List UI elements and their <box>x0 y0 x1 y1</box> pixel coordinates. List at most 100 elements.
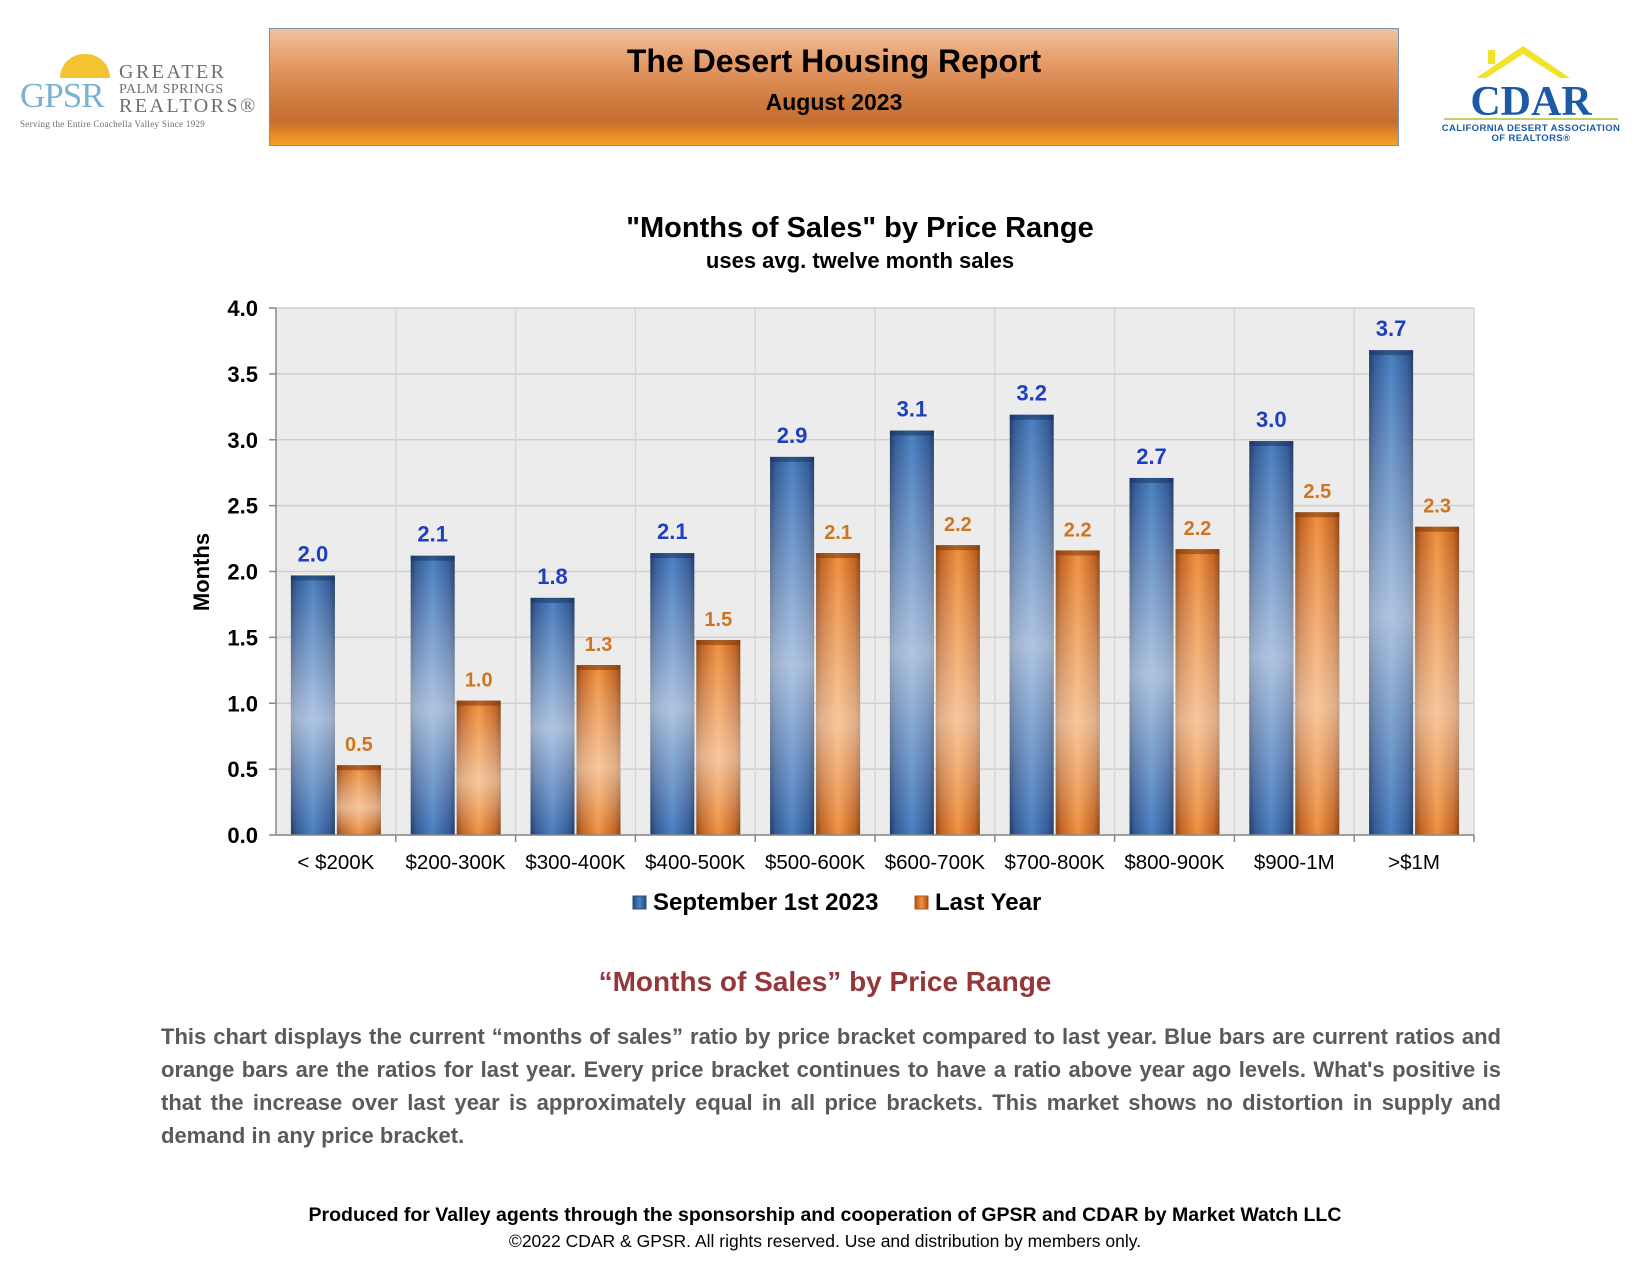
gpsr-line2: PALM SPRINGS <box>119 82 224 97</box>
footer-credit: Produced for Valley agents through the s… <box>308 1204 1342 1226</box>
bar-last-year-highlight <box>1295 512 1340 835</box>
cdar-divider <box>1444 118 1618 120</box>
data-label-current: 2.9 <box>777 423 808 448</box>
bar-current-highlight <box>1249 441 1294 835</box>
data-label-current: 3.0 <box>1256 407 1287 432</box>
y-tick-label: 2.5 <box>227 494 258 519</box>
bar-current-cap <box>770 456 815 462</box>
gpsr-logo: GPSR GREATER PALM SPRINGS REALTORS® Serv… <box>14 52 255 132</box>
legend-swatch-current <box>632 895 647 910</box>
cdar-roof-icon <box>1476 46 1570 78</box>
bar-last-year-highlight <box>935 545 980 835</box>
bar-last-year-highlight <box>696 640 741 835</box>
bar-last-year-highlight <box>456 700 501 835</box>
months-of-sales-chart: 2.0 0.5 2.1 1.0 1.8 1.3 2.1 1.5 2.9 2.1 3.1 2.2 3.2 2… <box>189 296 1475 916</box>
bar-last-year-cap <box>1415 526 1460 532</box>
bar-current-cap <box>1249 441 1294 447</box>
data-label-current: 1.8 <box>537 564 568 589</box>
y-tick-label: 2.0 <box>227 560 258 585</box>
x-tick-label: $600-700K <box>885 851 986 874</box>
report-banner: The Desert Housing Report August 2023 <box>269 28 1399 146</box>
bar-current-cap <box>1369 350 1414 356</box>
data-label-current: 2.0 <box>298 541 329 566</box>
bar-current-cap <box>530 597 575 603</box>
footer-copyright: ©2022 CDAR & GPSR. All rights reserved. … <box>508 1231 1142 1251</box>
data-label-current: 2.7 <box>1136 444 1167 469</box>
bar-last-year-cap <box>696 640 741 646</box>
report-title: The Desert Housing Report <box>626 43 1042 79</box>
data-label-current: 2.1 <box>417 522 448 547</box>
cdar-line2: OF REALTORS® <box>1491 133 1571 144</box>
gpsr-tagline: Serving the Entire Coachella Valley Sinc… <box>20 119 206 129</box>
x-tick-label: $200-300K <box>406 851 507 874</box>
x-tick-label: $800-900K <box>1124 851 1225 874</box>
bar-current-highlight <box>290 575 335 835</box>
data-label-last-year: 2.1 <box>824 522 852 544</box>
data-label-last-year: 2.2 <box>1064 519 1092 541</box>
bar-last-year-highlight <box>1415 526 1460 835</box>
data-label-last-year: 0.5 <box>345 734 373 756</box>
bar-last-year-cap <box>1295 512 1340 518</box>
bar-last-year-cap <box>576 665 621 671</box>
bar-current-highlight <box>650 553 695 835</box>
bar-last-year-cap <box>816 553 861 559</box>
data-label-last-year: 1.5 <box>704 609 732 631</box>
bar-last-year-highlight <box>1055 550 1100 835</box>
x-tick-label: $300-400K <box>525 851 626 874</box>
bar-current-highlight <box>770 456 815 835</box>
cdar-logo: CDAR CALIFORNIA DESERT ASSOCIATION OF RE… <box>1436 38 1626 148</box>
gpsr-wordmark: GREATER PALM SPRINGS REALTORS® <box>119 62 258 116</box>
y-axis-label: Months <box>189 533 214 611</box>
bar-current-highlight <box>1129 477 1174 835</box>
y-tick-label: 1.5 <box>227 625 258 650</box>
description-heading: “Months of Sales” by Price Range <box>598 966 1052 997</box>
data-label-last-year: 2.5 <box>1303 481 1331 503</box>
data-label-last-year: 2.2 <box>944 514 972 536</box>
bar-current-cap <box>650 553 695 559</box>
description-body: This chart displays the current “months … <box>161 1024 1501 1148</box>
gpsr-mark: GPSR <box>20 76 105 115</box>
legend-swatch-last-year <box>914 895 929 910</box>
bar-current-highlight <box>1369 350 1414 835</box>
report-date: August 2023 <box>765 89 903 115</box>
chart-subtitle: uses avg. twelve month sales <box>705 248 1015 273</box>
y-tick-label: 3.5 <box>227 362 258 387</box>
x-tick-label: $900-1M <box>1254 851 1335 874</box>
x-tick-label: < $200K <box>297 851 374 874</box>
bar-last-year-cap <box>1175 549 1220 555</box>
bar-group <box>290 350 1460 835</box>
data-label-current: 3.1 <box>897 397 928 422</box>
bar-current-highlight <box>410 555 455 835</box>
bar-current-cap <box>1009 414 1054 420</box>
x-tick-label: $400-500K <box>645 851 746 874</box>
bar-current-highlight <box>889 430 934 835</box>
axes: 0.0 0.5 1.0 1.5 2.0 2.5 3.0 3.5 4.0 < $200K $200-3… <box>227 296 1475 874</box>
bar-last-year-highlight <box>576 665 621 835</box>
bar-current-cap <box>410 555 455 561</box>
x-tick-label: $500-600K <box>765 851 866 874</box>
data-label-current: 3.7 <box>1376 316 1407 341</box>
data-label-current: 3.2 <box>1016 381 1047 406</box>
bar-current-cap <box>290 575 335 581</box>
data-label-last-year: 1.0 <box>465 670 493 692</box>
bar-last-year-cap <box>456 700 501 706</box>
bar-last-year-cap <box>935 545 980 551</box>
y-tick-label: 1.0 <box>227 691 258 716</box>
data-label-current: 2.1 <box>657 519 688 544</box>
x-tick-label: >$1M <box>1388 851 1440 874</box>
bar-current-cap <box>1129 477 1174 483</box>
bar-current-cap <box>889 430 934 436</box>
y-tick-label: 0.0 <box>227 823 258 848</box>
bar-last-year-cap <box>336 765 381 771</box>
y-tick-label: 3.0 <box>227 428 258 453</box>
x-tick-label: $700-800K <box>1005 851 1106 874</box>
y-tick-label: 0.5 <box>227 757 258 782</box>
legend-label-current: September 1st 2023 <box>653 889 878 916</box>
chart-title: "Months of Sales" by Price Range <box>626 212 1094 244</box>
legend-label-last-year: Last Year <box>935 889 1041 916</box>
cdar-line1: CALIFORNIA DESERT ASSOCIATION <box>1441 123 1621 134</box>
data-label-last-year: 1.3 <box>585 634 613 656</box>
gpsr-line3: REALTORS® <box>119 95 258 117</box>
cdar-mark: CDAR <box>1470 79 1592 125</box>
y-tick-label: 4.0 <box>227 296 258 321</box>
